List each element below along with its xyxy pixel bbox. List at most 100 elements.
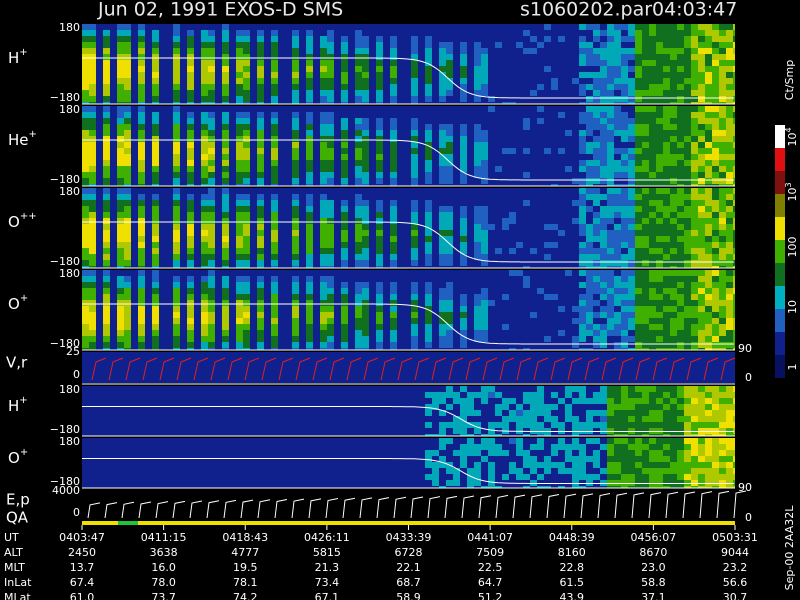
spectrogram-cell	[103, 242, 110, 248]
spectrogram-cell	[89, 96, 96, 102]
spectrogram-cell	[684, 212, 691, 218]
spectrogram-cell	[89, 242, 96, 248]
spectrogram-cell	[705, 456, 712, 462]
spectrogram-cell	[173, 96, 180, 102]
spectrogram-cell	[726, 282, 733, 288]
spectrogram-cell	[488, 434, 495, 436]
spectrogram-cell	[593, 456, 600, 462]
spectrogram-cell	[677, 230, 684, 236]
spectrogram-cell	[341, 72, 348, 78]
spectrogram-cell	[579, 336, 586, 342]
spectrogram-cell	[621, 72, 628, 78]
spectrogram-cell	[138, 84, 145, 90]
spectrogram-cell	[411, 84, 418, 90]
spectrogram-cell	[460, 48, 467, 54]
spectrogram-cell	[124, 24, 131, 30]
spectrogram-cell	[670, 102, 677, 104]
spectrogram-cell	[152, 36, 159, 42]
spectrogram-cell	[635, 404, 642, 410]
spectrogram-cell	[656, 218, 663, 224]
spectrogram-cell	[607, 486, 614, 488]
spectrogram-cell	[628, 200, 635, 206]
spectrogram-cell	[376, 148, 383, 154]
spectrogram-cell	[306, 242, 313, 248]
spectrogram-cell	[635, 36, 642, 42]
spectrogram-cell	[82, 230, 89, 236]
spectrogram-cell	[187, 218, 194, 224]
spectrogram-cell	[292, 124, 299, 130]
spectrogram-cell	[446, 386, 453, 392]
spectrogram-cell	[306, 294, 313, 300]
spectrogram-cell	[355, 42, 362, 48]
spectrogram-cell	[670, 266, 677, 268]
spectrogram-cell	[719, 306, 726, 312]
spectrogram-cell	[236, 206, 243, 212]
spectrogram-cell	[208, 288, 215, 294]
spectrogram-cell	[82, 224, 89, 230]
spectrogram-cell	[719, 178, 726, 184]
spectrogram-cell	[544, 486, 551, 488]
spectrogram-cell	[89, 260, 96, 266]
spectrogram-cell	[537, 118, 544, 124]
spectrogram-cell	[327, 224, 334, 230]
spectrogram-cell	[642, 160, 649, 166]
spectrogram-cell	[243, 330, 250, 336]
spectrogram-cell	[614, 254, 621, 260]
spectrogram-cell	[138, 48, 145, 54]
trace	[82, 303, 734, 345]
spectrogram-cell	[236, 200, 243, 206]
spectrogram-cell	[243, 194, 250, 200]
spectrogram-cell	[495, 392, 502, 398]
spectrogram-cell	[670, 474, 677, 480]
spectrogram-cell	[656, 434, 663, 436]
spectrogram-cell	[152, 90, 159, 96]
spectrogram-cell	[600, 102, 607, 104]
spectrogram-cell	[607, 450, 614, 456]
spectrogram-cell	[432, 398, 439, 404]
spectrogram-cell	[411, 102, 418, 104]
spectrogram-cell	[495, 444, 502, 450]
spectrogram-cell	[642, 136, 649, 142]
energy-trace	[87, 490, 747, 519]
spectrogram-cell	[726, 404, 733, 410]
spectrogram-cell	[726, 444, 733, 450]
spectrogram-cell	[222, 318, 229, 324]
spectrogram-cell	[187, 224, 194, 230]
spectrogram-cell	[376, 66, 383, 72]
spectrogram-cell	[222, 312, 229, 318]
spectrogram-cell	[320, 254, 327, 260]
spectrogram-cell	[607, 178, 614, 184]
spectrogram-cell	[691, 410, 698, 416]
spectrogram-cell	[89, 90, 96, 96]
spectrogram-cell	[684, 276, 691, 282]
spectrogram-cell	[411, 288, 418, 294]
charge: +	[20, 293, 28, 304]
spectrogram-cell	[712, 416, 719, 422]
spectrogram-cell	[236, 260, 243, 266]
spectrogram-cell	[103, 200, 110, 206]
spectrogram-cell	[621, 118, 628, 124]
spectrogram-cell	[173, 154, 180, 160]
spectrogram-cell	[684, 468, 691, 474]
spectrogram-cell	[89, 184, 96, 186]
spectrogram-cell	[733, 422, 735, 428]
spectrogram-cell	[439, 90, 446, 96]
spectrogram-cell	[488, 392, 495, 398]
spectrogram-cell	[523, 282, 530, 288]
table-value: 0403:47	[59, 531, 105, 544]
spectrogram-cell	[124, 84, 131, 90]
spectrogram-cell	[222, 266, 229, 268]
spectrogram-cell	[390, 90, 397, 96]
spectrogram-cell	[733, 282, 735, 288]
spectrogram-cell	[663, 260, 670, 266]
spectrogram-cell	[586, 276, 593, 282]
spectrogram-cell	[516, 450, 523, 456]
spectrogram-cell	[607, 230, 614, 236]
spectrogram-cell	[656, 130, 663, 136]
spectrogram-cell	[390, 78, 397, 84]
spectrogram-cell	[306, 276, 313, 282]
spectrogram-cell	[446, 422, 453, 428]
spectrogram-cell	[705, 242, 712, 248]
spectrogram-cell	[684, 306, 691, 312]
spectrogram-cell	[425, 124, 432, 130]
